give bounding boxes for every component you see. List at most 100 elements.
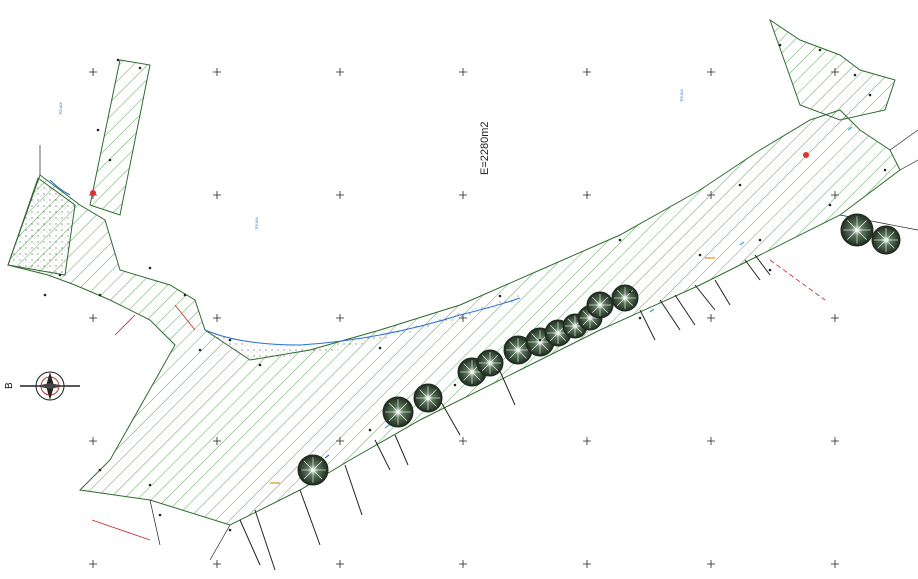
red-dashed-line — [769, 259, 826, 301]
dimension-tick — [714, 279, 731, 306]
survey-point — [818, 48, 822, 52]
tree-icon — [871, 225, 901, 255]
tree-group — [297, 213, 901, 486]
red-marker-icon — [90, 152, 809, 196]
blue-label-1: ТОЧКА — [58, 102, 63, 115]
dimension-tick — [299, 489, 321, 546]
dimension-tick — [674, 294, 696, 326]
grid-cross — [583, 191, 591, 199]
survey-point — [378, 346, 382, 350]
dimension-tick — [344, 464, 363, 516]
grid-cross — [213, 68, 221, 76]
water-edge-line — [204, 297, 521, 346]
blue-label-3: ТОЧКА — [679, 89, 684, 102]
grid-cross — [583, 560, 591, 568]
grid-cross — [213, 314, 221, 322]
survey-point — [298, 468, 302, 472]
survey-point — [538, 338, 542, 342]
survey-point — [148, 266, 152, 270]
survey-point — [228, 338, 232, 342]
grid-cross — [336, 68, 344, 76]
grid-cross — [583, 437, 591, 445]
red-line-left — [91, 304, 196, 541]
grid-cross — [707, 437, 715, 445]
survey-point — [698, 253, 702, 257]
survey-point — [183, 293, 187, 297]
survey-point — [98, 293, 102, 297]
tree-icon — [297, 454, 329, 486]
survey-markers — [270, 126, 853, 484]
survey-point — [778, 43, 782, 47]
grid-cross — [89, 68, 97, 76]
tree-icon — [413, 383, 443, 413]
dimension-tick — [694, 284, 716, 311]
survey-point — [368, 428, 372, 432]
survey-point — [148, 483, 152, 487]
survey-point — [108, 158, 112, 162]
water-edge-line-upper — [49, 179, 71, 196]
grid-cross — [707, 560, 715, 568]
grid-cross — [831, 314, 839, 322]
survey-point — [228, 528, 232, 532]
survey-point — [58, 273, 62, 277]
survey-point — [758, 238, 762, 242]
dimension-tick — [239, 519, 261, 566]
survey-point — [258, 363, 262, 367]
survey-point — [96, 128, 100, 132]
tree-icon — [382, 396, 414, 428]
grid-cross — [583, 68, 591, 76]
survey-point — [618, 238, 622, 242]
boundary-lines — [39, 129, 918, 561]
grid-cross — [89, 437, 97, 445]
tree-icon — [611, 284, 639, 312]
grid-cross — [459, 560, 467, 568]
grid-cross — [459, 437, 467, 445]
tree-icon — [476, 349, 504, 377]
north-letter: B — [4, 382, 15, 389]
survey-point — [768, 268, 772, 272]
grid-cross — [459, 68, 467, 76]
dimension-tick — [754, 254, 771, 276]
dimension-ticks — [239, 254, 771, 571]
grid-cross — [707, 314, 715, 322]
grid-cross — [336, 191, 344, 199]
grid-cross — [89, 560, 97, 568]
survey-point — [98, 468, 102, 472]
survey-point — [883, 168, 887, 172]
grid-cross — [89, 314, 97, 322]
grid-cross — [213, 560, 221, 568]
blue-label-2: ТОЧКА — [254, 217, 259, 230]
dimension-tick — [659, 299, 681, 331]
grid-cross — [336, 560, 344, 568]
grid-cross — [831, 560, 839, 568]
grid-cross — [213, 191, 221, 199]
tree-icon — [840, 213, 874, 247]
dimension-tick — [639, 309, 656, 341]
grid-cross — [336, 314, 344, 322]
grid-cross — [831, 437, 839, 445]
survey-point — [738, 183, 742, 187]
survey-point — [158, 513, 162, 517]
dimension-tick — [439, 399, 461, 436]
parcel-area — [7, 18, 901, 526]
survey-point — [868, 93, 872, 97]
dimension-tick — [374, 439, 391, 471]
dimension-tick — [394, 434, 409, 466]
area-label: E=2280m2 — [479, 121, 491, 175]
grid-cross — [459, 191, 467, 199]
tree-icon — [586, 291, 614, 319]
grid-cross — [707, 68, 715, 76]
survey-point — [138, 66, 142, 70]
compass-rose-icon: B — [4, 371, 80, 401]
dimension-tick — [254, 509, 276, 571]
survey-point — [116, 58, 120, 62]
dimension-tick — [744, 259, 761, 281]
survey-point — [828, 203, 832, 207]
survey-point — [198, 348, 202, 352]
survey-point — [853, 73, 857, 77]
survey-point — [498, 294, 502, 298]
survey-point — [628, 290, 632, 294]
point-marks — [43, 43, 887, 532]
survey-point — [43, 293, 47, 297]
